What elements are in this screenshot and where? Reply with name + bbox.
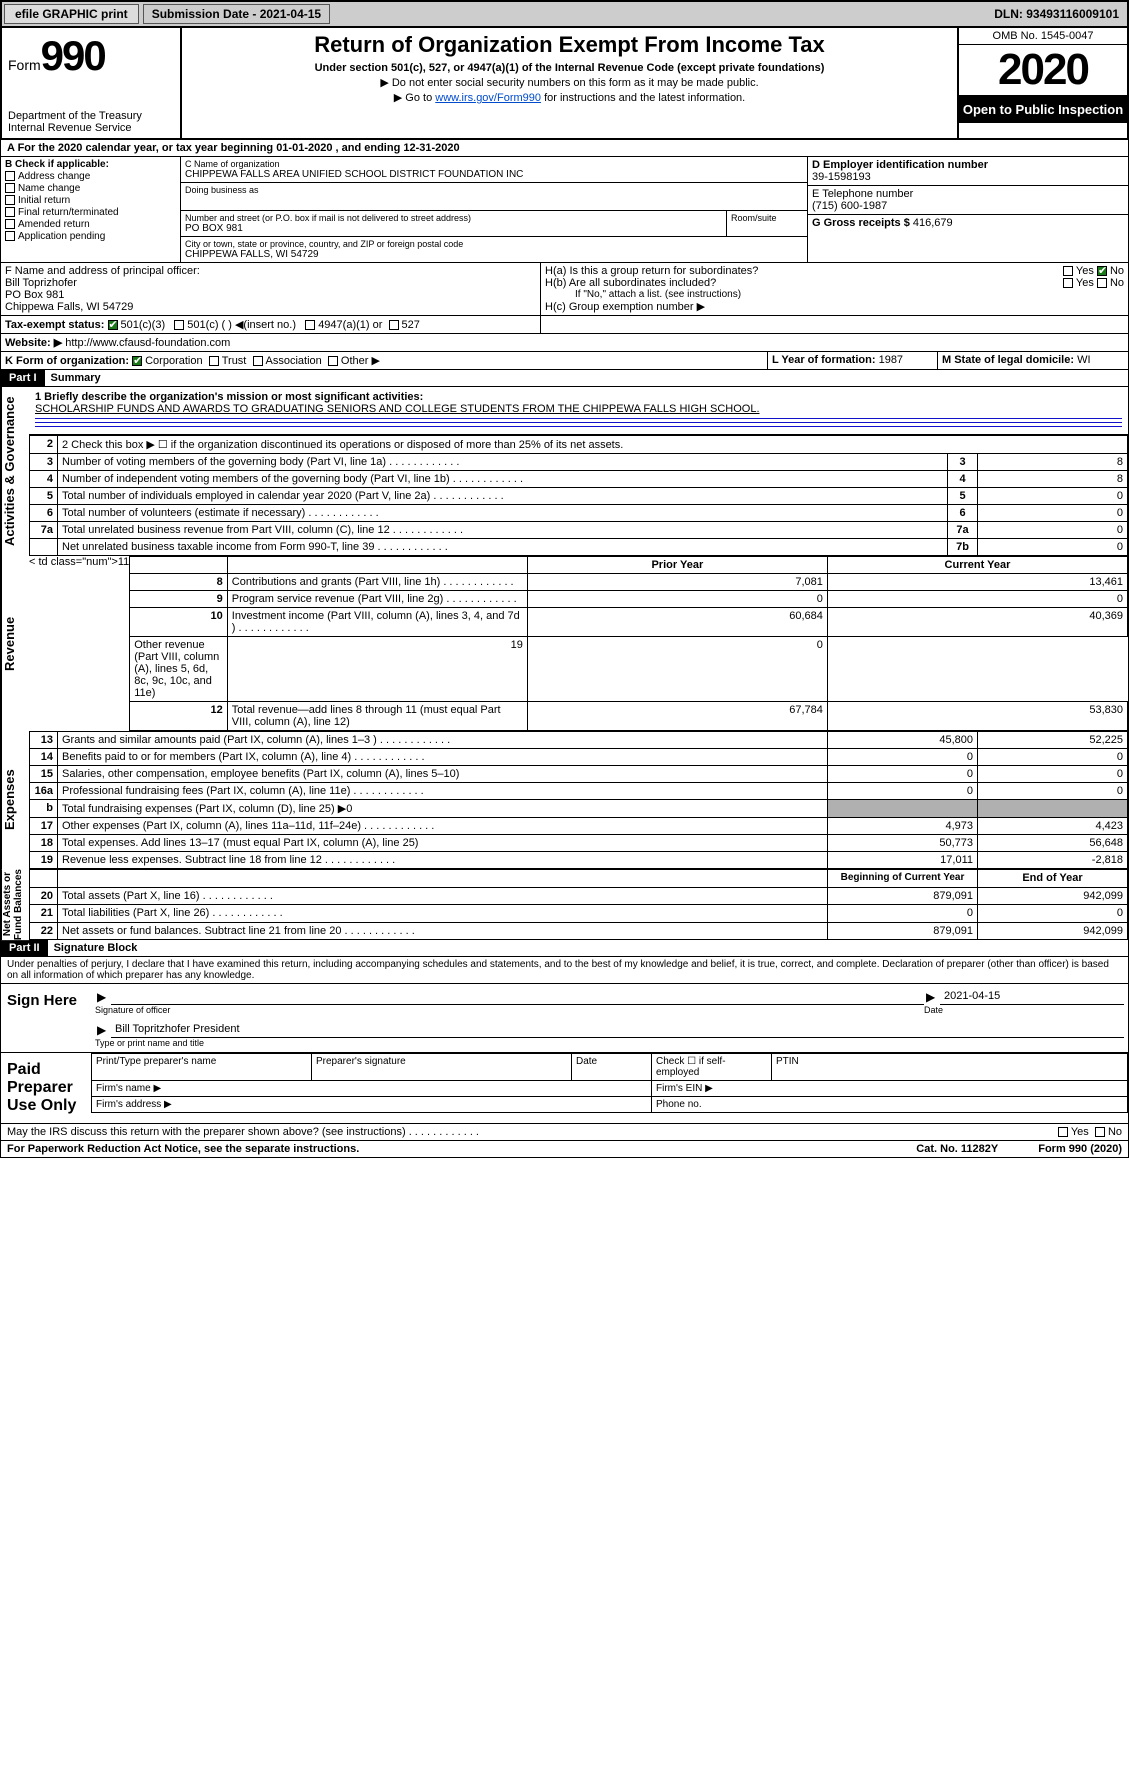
tax-year: 2020: [959, 45, 1127, 96]
sign-here-label: Sign Here: [1, 984, 91, 1052]
phone-label: E Telephone number: [812, 188, 913, 200]
part2-header: Part II: [1, 940, 48, 956]
netassets-table: Beginning of Current YearEnd of Year 20T…: [29, 869, 1128, 940]
phone-value: (715) 600-1987: [812, 200, 887, 212]
form-title: Return of Organization Exempt From Incom…: [190, 32, 949, 58]
hb-label: H(b) Are all subordinates included?: [545, 277, 716, 289]
form-ref: Form 990 (2020): [1038, 1143, 1122, 1155]
note-ssn: ▶ Do not enter social security numbers o…: [190, 76, 949, 89]
part1-title: Summary: [45, 370, 1128, 386]
form-label: Form: [8, 57, 41, 73]
officer-label: F Name and address of principal officer:: [5, 265, 536, 277]
city-label: City or town, state or province, country…: [185, 239, 803, 249]
vlabel-revenue: Revenue: [1, 556, 29, 731]
form-subtitle: Under section 501(c), 527, or 4947(a)(1)…: [190, 62, 949, 74]
department: Department of the Treasury Internal Reve…: [8, 110, 174, 134]
mission-text: SCHOLARSHIP FUNDS AND AWARDS TO GRADUATI…: [35, 403, 1122, 415]
ein-label: D Employer identification number: [812, 159, 988, 171]
paid-preparer-label: Paid Preparer Use Only: [1, 1053, 91, 1123]
vlabel-activities: Activities & Governance: [1, 387, 29, 556]
sig-date: 2021-04-15: [940, 988, 1124, 1005]
hb-note: If "No," attach a list. (see instruction…: [545, 289, 1124, 300]
section-b-checkboxes: B Check if applicable: Address change Na…: [1, 157, 181, 262]
efile-button[interactable]: efile GRAPHIC print: [4, 4, 139, 24]
submission-date: Submission Date - 2021-04-15: [143, 4, 330, 24]
hc-label: H(c) Group exemption number ▶: [545, 300, 1124, 313]
vlabel-expenses: Expenses: [1, 731, 29, 869]
part1-header: Part I: [1, 370, 45, 386]
officer-addr2: Chippewa Falls, WI 54729: [5, 301, 536, 313]
discuss-row: May the IRS discuss this return with the…: [0, 1124, 1129, 1141]
website-label: Website: ▶: [5, 337, 62, 349]
topbar: efile GRAPHIC print Submission Date - 20…: [0, 0, 1129, 28]
sig-name: Bill Topritzhofer President: [111, 1021, 1124, 1038]
gross-value: 416,679: [913, 217, 953, 229]
revenue-table: Prior YearCurrent Year 8Contributions an…: [129, 556, 1128, 731]
perjury-text: Under penalties of perjury, I declare th…: [0, 957, 1129, 984]
officer-name: Bill Toprizhofer: [5, 277, 536, 289]
irs-link[interactable]: www.irs.gov/Form990: [435, 92, 541, 104]
addr-label: Number and street (or P.O. box if mail i…: [185, 213, 722, 223]
org-address: PO BOX 981: [185, 223, 722, 234]
expenses-table: 13Grants and similar amounts paid (Part …: [29, 731, 1128, 869]
org-city: CHIPPEWA FALLS, WI 54729: [185, 249, 803, 260]
form-header: Form990 Department of the Treasury Inter…: [0, 28, 1129, 140]
form-number: 990: [41, 32, 105, 79]
pra-notice: For Paperwork Reduction Act Notice, see …: [7, 1143, 359, 1155]
l1-label: 1 Briefly describe the organization's mi…: [35, 391, 423, 403]
website-value: http://www.cfausd-foundation.com: [65, 337, 230, 349]
governance-table: 22 Check this box ▶ ☐ if the organizatio…: [29, 435, 1128, 556]
omb-number: OMB No. 1545-0047: [959, 28, 1127, 45]
cat-no: Cat. No. 11282Y: [916, 1143, 998, 1155]
domicile: WI: [1077, 354, 1090, 366]
org-name-label: C Name of organization: [185, 159, 803, 169]
org-name: CHIPPEWA FALLS AREA UNIFIED SCHOOL DISTR…: [185, 169, 803, 180]
officer-addr1: PO Box 981: [5, 289, 536, 301]
ein-value: 39-1598193: [812, 171, 871, 183]
tax-status: Tax-exempt status: 501(c)(3) 501(c) ( ) …: [1, 316, 541, 333]
part2-title: Signature Block: [48, 940, 1128, 956]
year-formed: 1987: [879, 354, 903, 366]
open-inspection: Open to Public Inspection: [959, 96, 1127, 123]
dln: DLN: 93493116009101: [994, 7, 1125, 21]
org-form: K Form of organization: Corporation Trus…: [1, 352, 768, 369]
gross-label: G Gross receipts $: [812, 217, 910, 229]
room-label: Room/suite: [731, 213, 803, 223]
vlabel-netassets: Net Assets or Fund Balances: [1, 869, 29, 940]
dba-label: Doing business as: [185, 185, 803, 195]
ha-label: H(a) Is this a group return for subordin…: [545, 265, 758, 277]
note-link: ▶ Go to www.irs.gov/Form990 for instruct…: [190, 91, 949, 104]
tax-year-line: A For the 2020 calendar year, or tax yea…: [0, 140, 1129, 157]
sig-officer-label: Signature of officer: [95, 1005, 924, 1015]
